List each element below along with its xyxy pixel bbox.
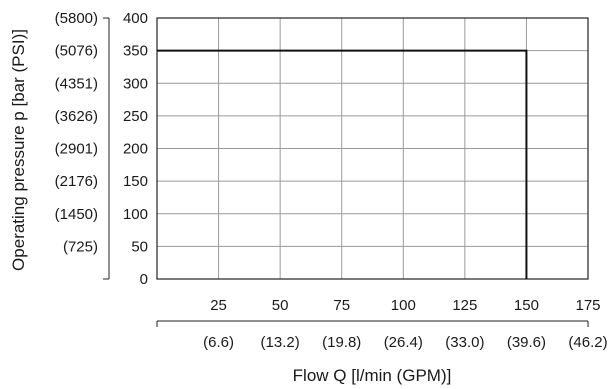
- x-tick-label-gpm: (6.6): [203, 334, 234, 351]
- x-axis: 25 (6.6) 50 (13.2) 75 (19.8) 100 (26.4) 125 (33.0…: [156, 297, 608, 351]
- y-tick-label: 400: [123, 10, 148, 27]
- grid: [157, 18, 588, 279]
- y-tick-label: 250: [123, 108, 148, 125]
- y-tick-label-psi: (3626): [55, 108, 98, 125]
- x-tick-label: 125: [452, 297, 477, 314]
- y-tick-label: 300: [123, 75, 148, 92]
- y-tick-label: 50: [131, 238, 148, 255]
- y-tick-label-psi: (5800): [55, 10, 98, 27]
- x-tick-label-gpm: (39.6): [507, 334, 546, 351]
- y-tick-label-psi: (1450): [55, 206, 98, 223]
- y-tick-label-psi: (2176): [55, 173, 98, 190]
- y-tick-label-psi: (2901): [55, 141, 98, 158]
- x-tick-label: 75: [333, 297, 350, 314]
- y-axis-title: Operating pressure p [bar (PSI)]: [9, 29, 28, 271]
- x-tick-label: 25: [210, 297, 227, 314]
- y-axis: 0 50 (725) 100 (1450) 150 (2176) 200 (2901) 250 (3…: [55, 10, 148, 288]
- x-tick-label: 175: [575, 297, 600, 314]
- x-tick-label: 50: [272, 297, 289, 314]
- x-tick-label: 100: [391, 297, 416, 314]
- x-tick-label-gpm: (13.2): [261, 334, 300, 351]
- x-tick-label-gpm: (46.2): [568, 334, 607, 351]
- x-tick-label-gpm: (33.0): [445, 334, 484, 351]
- y-tick-label-psi: (725): [63, 238, 98, 255]
- plot-frame: [156, 17, 589, 280]
- series-line: [157, 49, 528, 279]
- y-tick-label-psi: (4351): [55, 75, 98, 92]
- x-tick-label-gpm: (26.4): [384, 334, 423, 351]
- y-tick-label: 200: [123, 141, 148, 158]
- x-axis-title: Flow Q [l/min (GPM)]: [293, 366, 452, 385]
- y-tick-label: 100: [123, 206, 148, 223]
- y-tick-label: 0: [140, 271, 148, 288]
- y-tick-label: 150: [123, 173, 148, 190]
- y-tick-label-psi: (5076): [55, 43, 98, 60]
- x-tick-label-gpm: (19.8): [322, 334, 361, 351]
- series: [157, 49, 528, 279]
- x-tick-label: 150: [514, 297, 539, 314]
- y-tick-label: 350: [123, 43, 148, 60]
